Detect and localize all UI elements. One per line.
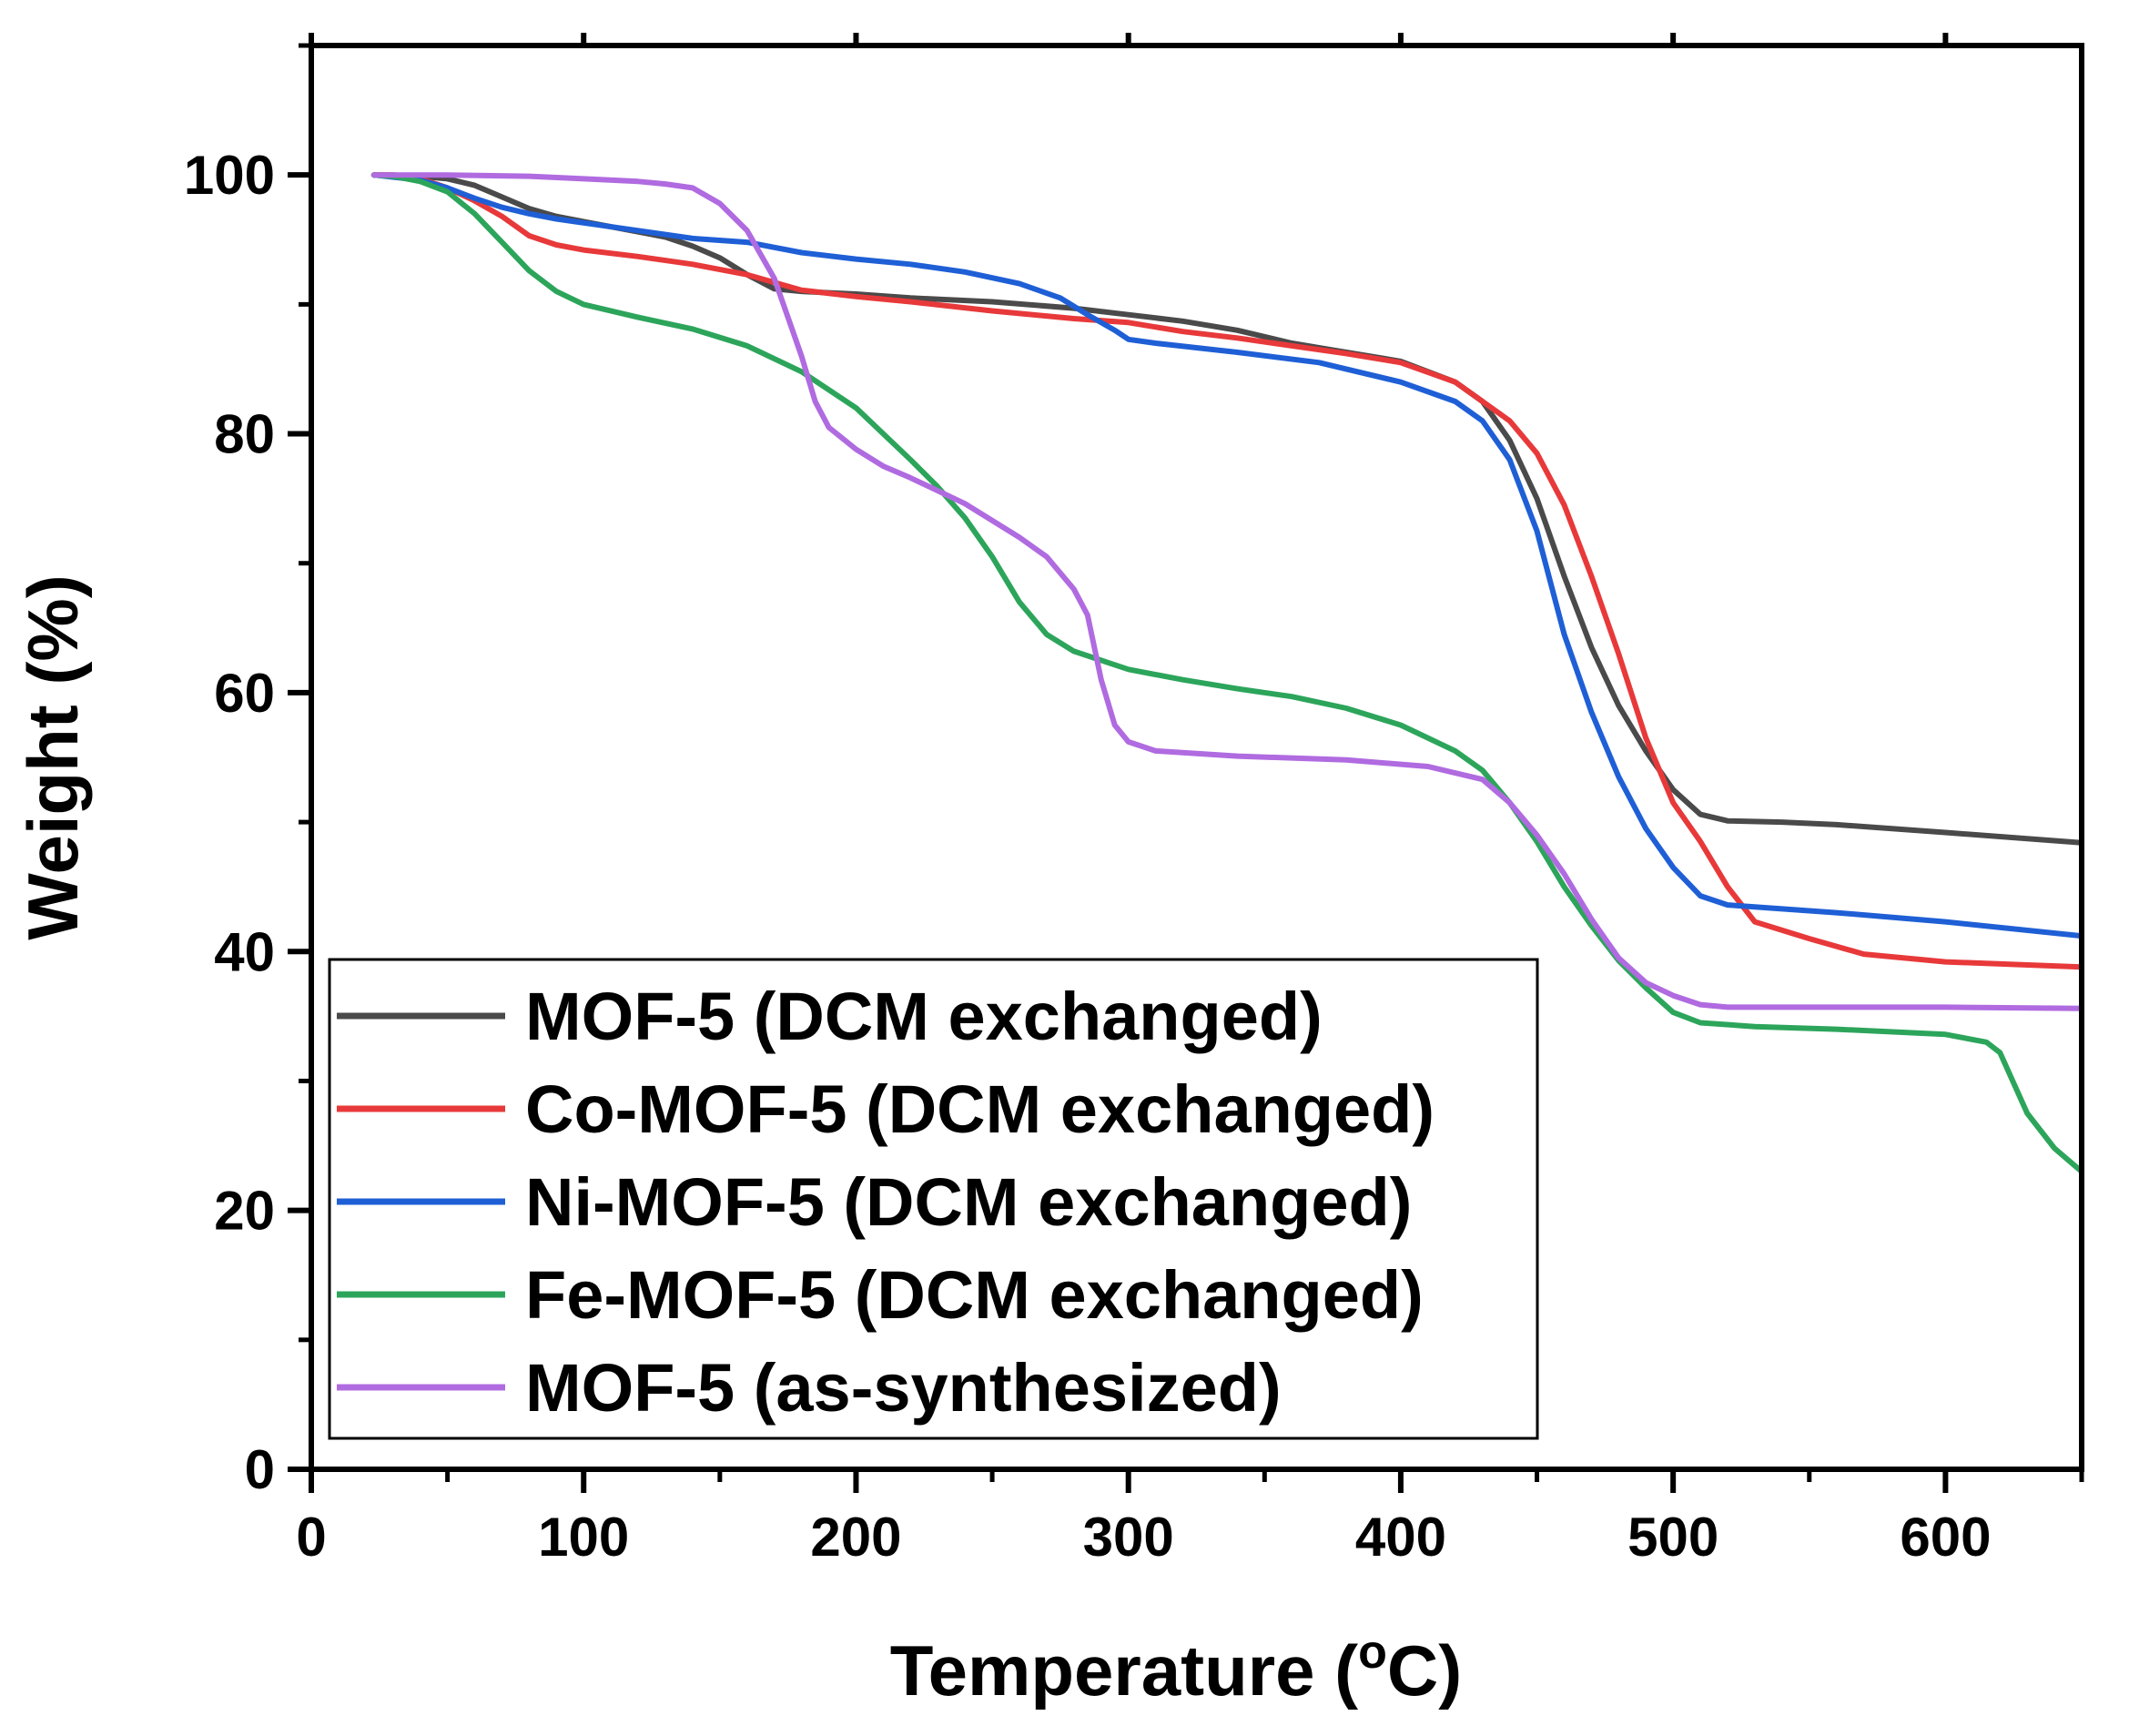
series-line [370, 172, 2084, 1011]
series-line [370, 172, 2084, 1174]
x-tick-label: 100 [538, 1507, 629, 1568]
x-tick-label: 0 [296, 1507, 326, 1568]
y-tick-label: 40 [214, 921, 275, 982]
x-axis-title: Temperature (oC) [890, 1626, 1462, 1711]
series-line [370, 172, 2084, 846]
y-tick-label: 80 [214, 404, 275, 465]
x-tick-label: 500 [1627, 1507, 1718, 1568]
x-axis-title-main: Temperature ( [890, 1630, 1358, 1711]
plot-frame [309, 43, 2084, 1472]
x-axis-title-superscript: o [1358, 1626, 1387, 1679]
legend-label: Co-MOF-5 (DCM exchanged) [525, 1071, 1435, 1147]
x-tick-label: 400 [1355, 1507, 1446, 1568]
series-line [370, 172, 2084, 939]
legend-label: MOF-5 (as-synthesized) [525, 1350, 1282, 1426]
legend-label: Fe-MOF-5 (DCM exchanged) [525, 1257, 1424, 1333]
legend-items: MOF-5 (DCM exchanged) Co-MOF-5 (DCM excha… [337, 979, 1435, 1426]
y-tick-label: 20 [214, 1181, 275, 1242]
x-tick-label: 600 [1900, 1507, 1991, 1568]
y-tick-label: 60 [214, 663, 275, 724]
legend-label: Ni-MOF-5 (DCM exchanged) [525, 1164, 1412, 1240]
axes [288, 33, 2084, 1493]
legend-box [328, 958, 1539, 1440]
y-tick-label: 100 [184, 145, 275, 206]
legend: MOF-5 (DCM exchanged) Co-MOF-5 (DCM excha… [328, 958, 1539, 1440]
series-line [370, 172, 2084, 970]
plot-lines [370, 172, 2084, 1174]
x-tick-label: 300 [1083, 1507, 1174, 1568]
x-axis-title-end: C) [1387, 1630, 1462, 1711]
y-axis-title: Weight (%) [13, 574, 93, 940]
x-tick-label: 200 [810, 1507, 901, 1568]
y-tick-label: 0 [245, 1439, 275, 1500]
legend-label: MOF-5 (DCM exchanged) [525, 979, 1323, 1054]
tick-labels: 0 100 200 300 400 500 600 0 20 40 60 80 100 [184, 145, 1992, 1568]
